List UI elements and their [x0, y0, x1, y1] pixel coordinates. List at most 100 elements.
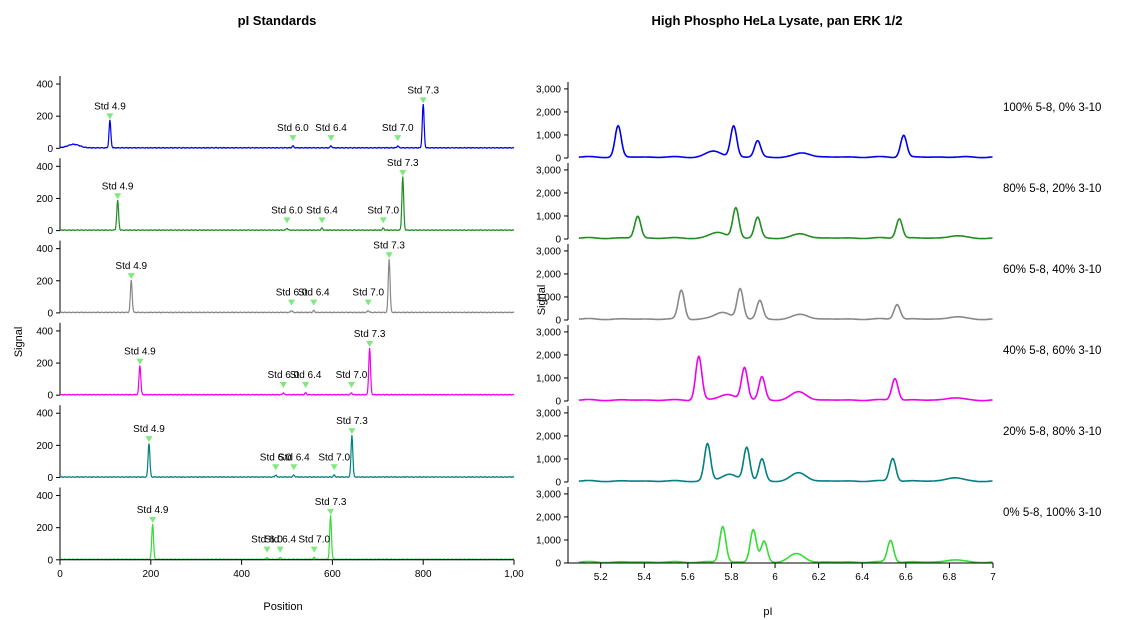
left-x-tick-label: 1,00 [504, 569, 524, 580]
left-y-tick-label: 0 [47, 226, 53, 237]
marker-triangle-icon [399, 169, 407, 176]
standard-marker-label: Std 4.9 [133, 424, 165, 435]
standard-marker-label: Std 7.3 [373, 240, 405, 251]
marker-triangle-icon [289, 135, 297, 142]
right-y-tick-label: 1,000 [536, 535, 561, 546]
standard-marker-label: Std 7.0 [382, 123, 414, 134]
standard-marker-label: Std 6.4 [264, 535, 296, 546]
marker-triangle-icon [330, 464, 338, 471]
right-x-tick-label: 5.2 [594, 572, 608, 583]
right-y-axis-label: Signal [536, 285, 548, 316]
right-y-tick-label: 3,000 [536, 165, 561, 176]
standard-marker-label: Std 7.0 [298, 535, 330, 546]
marker-triangle-icon [379, 217, 387, 224]
right-x-tick-label: 5.6 [681, 572, 695, 583]
lysate-trace [578, 442, 993, 483]
left-y-tick-label: 0 [47, 308, 53, 319]
right-x-tick-label: 6.2 [812, 572, 826, 583]
marker-triangle-icon [106, 113, 114, 120]
left-y-tick-label: 400 [36, 80, 53, 91]
marker-triangle-icon [327, 135, 335, 142]
marker-triangle-icon [385, 252, 393, 259]
lysate-trace [578, 287, 993, 321]
right-x-tick-label: 5.8 [725, 572, 739, 583]
lysate-trace [578, 124, 993, 159]
right-y-tick-label: 3,000 [536, 408, 561, 419]
marker-triangle-icon [364, 299, 372, 306]
marker-triangle-icon [318, 217, 326, 224]
left-y-tick-label: 200 [36, 276, 53, 287]
left-x-tick-label: 400 [233, 569, 250, 580]
condition-label: 20% 5-8, 80% 3-10 [1003, 426, 1101, 438]
right-y-tick-label: 2,000 [536, 512, 561, 523]
standard-marker-label: Std 7.3 [315, 497, 347, 508]
left-x-axis-label: Position [263, 601, 302, 613]
marker-triangle-icon [127, 273, 135, 280]
left-y-tick-label: 0 [47, 391, 53, 402]
standard-marker-label: Std 4.9 [102, 181, 134, 192]
right-y-tick-label: 1,000 [536, 130, 561, 141]
right-y-tick-label: 0 [555, 235, 561, 246]
marker-triangle-icon [136, 358, 144, 365]
marker-triangle-icon [283, 217, 291, 224]
hela-lysate-chart: 0 1,000 2,000 3,000 100% 5-8, 0% 3-10 0 1,000 2… [536, 82, 1101, 583]
right-x-axis-label: pI [763, 606, 772, 618]
left-y-tick-label: 200 [36, 441, 53, 452]
left-y-tick-label: 0 [47, 473, 53, 484]
standard-marker-label: Std 6.4 [298, 288, 330, 299]
marker-triangle-icon [272, 464, 280, 471]
marker-triangle-icon [145, 436, 153, 443]
lysate-trace [578, 355, 993, 402]
marker-triangle-icon [290, 464, 298, 471]
right-x-tick-label: 6.8 [942, 572, 956, 583]
standards-trace [59, 347, 515, 397]
right-y-tick-label: 0 [555, 397, 561, 408]
standard-marker-label: Std 4.9 [137, 505, 169, 516]
standard-marker-label: Std 6.0 [251, 535, 283, 546]
right-y-tick-label: 3,000 [536, 246, 561, 257]
standard-marker-label: Std 6.4 [315, 123, 347, 134]
right-y-tick-label: 0 [555, 559, 561, 570]
condition-label: 60% 5-8, 40% 3-10 [1003, 264, 1101, 276]
right-y-tick-label: 1,000 [536, 211, 561, 222]
right-y-tick-label: 0 [555, 154, 561, 165]
standard-marker-label: Std 7.0 [367, 205, 399, 216]
right-y-tick-label: 1,000 [536, 292, 561, 303]
right-y-tick-label: 0 [555, 316, 561, 327]
right-x-tick-label: 6.6 [899, 572, 913, 583]
right-x-tick-label: 5.4 [637, 572, 651, 583]
marker-triangle-icon [348, 428, 356, 435]
left-x-tick-label: 800 [415, 569, 432, 580]
right-y-tick-label: 2,000 [536, 431, 561, 442]
left-x-tick-label: 200 [142, 569, 159, 580]
left-y-tick-label: 400 [36, 326, 53, 337]
marker-triangle-icon [394, 135, 402, 142]
right-y-tick-label: 2,000 [536, 269, 561, 280]
marker-triangle-icon [310, 546, 318, 553]
standards-trace [59, 176, 515, 232]
standard-marker-label: Std 6.0 [268, 370, 300, 381]
marker-triangle-icon [419, 97, 427, 104]
standard-marker-label: Std 6.0 [271, 205, 303, 216]
right-y-tick-label: 3,000 [536, 489, 561, 500]
left-y-tick-label: 200 [36, 194, 53, 205]
standard-marker-label: Std 7.3 [387, 158, 419, 169]
marker-triangle-icon [149, 516, 157, 523]
condition-label: 100% 5-8, 0% 3-10 [1003, 102, 1101, 114]
left-y-tick-label: 200 [36, 359, 53, 370]
standards-trace [59, 104, 515, 150]
standard-marker-label: Std 6.4 [290, 370, 322, 381]
standards-trace [59, 434, 515, 479]
left-y-tick-label: 200 [36, 523, 53, 534]
left-y-tick-label: 400 [36, 409, 53, 420]
right-x-tick-label: 6 [772, 572, 778, 583]
marker-triangle-icon [288, 299, 296, 306]
marker-triangle-icon [347, 381, 355, 388]
left-y-axis-label: Signal [13, 327, 25, 358]
left-chart-title: pI Standards [238, 13, 317, 28]
marker-triangle-icon [327, 508, 335, 515]
